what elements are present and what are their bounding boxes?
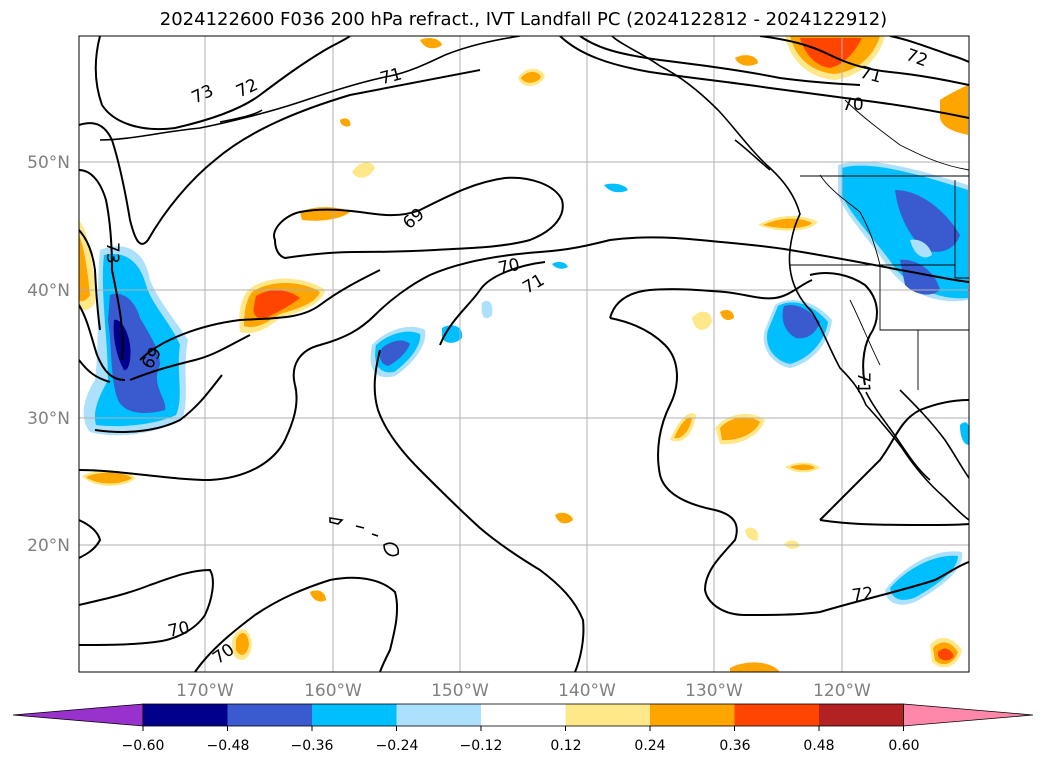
coast-hawaii-2	[355, 525, 365, 529]
lon-tick-label: 140°W	[558, 681, 616, 701]
contour-label: 72	[851, 583, 875, 606]
colorbar-tick-label: 0.60	[888, 738, 919, 754]
colorbar-segment	[819, 704, 904, 726]
lat-tick-labels: 50°N 40°N 30°N 20°N	[27, 153, 70, 556]
shade-yellow-b	[352, 162, 375, 178]
shade-yellow-p	[730, 662, 780, 672]
colorbar-segment	[396, 704, 482, 726]
lat-tick-label: 50°N	[27, 153, 70, 173]
shade-cyan-small3	[552, 261, 568, 269]
colorbar-segment	[565, 704, 651, 726]
shade-orange-west	[79, 235, 90, 302]
shade-cyan-small2	[481, 300, 493, 319]
contour-label: 70	[842, 95, 864, 115]
coast-alaska-south	[444, 36, 521, 56]
colorbar-tick-labels: −0.60 −0.48 −0.36 −0.24 −0.12 0.12 0.24 …	[122, 738, 920, 754]
contour-label: 70	[166, 618, 191, 642]
shade-orange-h	[720, 417, 760, 441]
colorbar-outline	[142, 703, 904, 727]
lon-tick-label: 130°W	[685, 681, 743, 701]
shade-orange-f	[763, 218, 812, 229]
shade-yellow-l	[555, 512, 573, 524]
colorbar-segment	[650, 704, 735, 726]
shade-orange-a	[521, 71, 541, 83]
coast-hawaii-4	[383, 542, 400, 557]
colorbar-tick-label: −0.48	[207, 738, 250, 754]
contour-label: 71	[853, 372, 873, 394]
colorbar-tick-label: 0.12	[550, 738, 581, 754]
colorbar-segment	[734, 704, 820, 726]
colorbar-tick-label: −0.60	[122, 738, 165, 754]
shade-red-165w	[253, 290, 300, 319]
shade-cyan-blob	[910, 239, 932, 258]
lat-tick-label: 30°N	[27, 409, 70, 429]
shade-blue-155w	[380, 340, 410, 366]
colorbar	[12, 703, 1034, 731]
coast-aleutian-west	[219, 109, 263, 123]
shade-blue-coast	[782, 304, 820, 339]
shade-orange-o	[236, 633, 249, 655]
shade-blue-inland	[895, 190, 960, 252]
coast-alaska-peninsula	[99, 54, 446, 141]
colorbar-segment	[227, 704, 313, 726]
colorbar-tick-label: −0.36	[291, 738, 334, 754]
colorbar-segment	[143, 704, 228, 726]
shade-cyan-small1	[604, 183, 628, 193]
colorbar-tick-label: 0.24	[634, 738, 665, 754]
lon-tick-labels: 170°W 160°W 150°W 140°W 130°W 120°W	[176, 681, 871, 701]
contour-label: 70	[496, 255, 521, 279]
shade-orange-i	[790, 464, 815, 471]
lon-tick-label: 170°W	[176, 681, 234, 701]
shade-orange-j	[86, 472, 132, 484]
map-frame	[78, 35, 970, 673]
shade-orange-c	[420, 37, 442, 49]
state-borders	[790, 99, 969, 390]
lon-tick-label: 160°W	[304, 681, 362, 701]
contour-lines	[79, 36, 969, 672]
shade-cyan-east-edge	[960, 422, 969, 445]
colorbar-tick-label: −0.12	[460, 738, 503, 754]
shade-yellow-n	[310, 590, 326, 602]
coast-hawaii-1	[329, 517, 344, 525]
contour-label: 73	[102, 242, 122, 264]
lon-tick-label: 150°W	[431, 681, 489, 701]
coast-gulf-ca	[899, 389, 969, 479]
shade-orange-g	[674, 417, 692, 439]
lat-tick-label: 40°N	[27, 281, 70, 301]
lon-tick-label: 120°W	[813, 681, 871, 701]
colorbar-tick-label: −0.24	[376, 738, 419, 754]
colorbar-segment	[312, 704, 397, 726]
lat-tick-label: 20°N	[27, 536, 70, 556]
shade-yellow-k	[692, 311, 712, 330]
shade-blue-inland2	[900, 259, 940, 295]
colorbar-extend-high	[903, 703, 1034, 727]
coast-vancouver	[734, 139, 771, 171]
map-background	[79, 36, 969, 672]
colorbar-tick-label: 0.48	[803, 738, 834, 754]
shade-yellow-d	[340, 118, 351, 127]
shade-red-q	[938, 648, 954, 661]
map-title: 2024122600 F036 200 hPa refract., IVT La…	[159, 9, 888, 30]
shade-red-ne	[800, 38, 862, 68]
colorbar-tick-label: 0.36	[719, 738, 750, 754]
colorbar-extend-low	[12, 703, 144, 727]
shade-yellow-e	[735, 55, 758, 66]
shade-orange-k	[720, 310, 734, 320]
shade-orange-east	[940, 85, 968, 135]
coast-hawaii-3	[371, 533, 379, 537]
colorbar-segment	[481, 704, 566, 726]
shade-yellow-m	[745, 527, 759, 541]
coast-baja	[865, 391, 931, 481]
